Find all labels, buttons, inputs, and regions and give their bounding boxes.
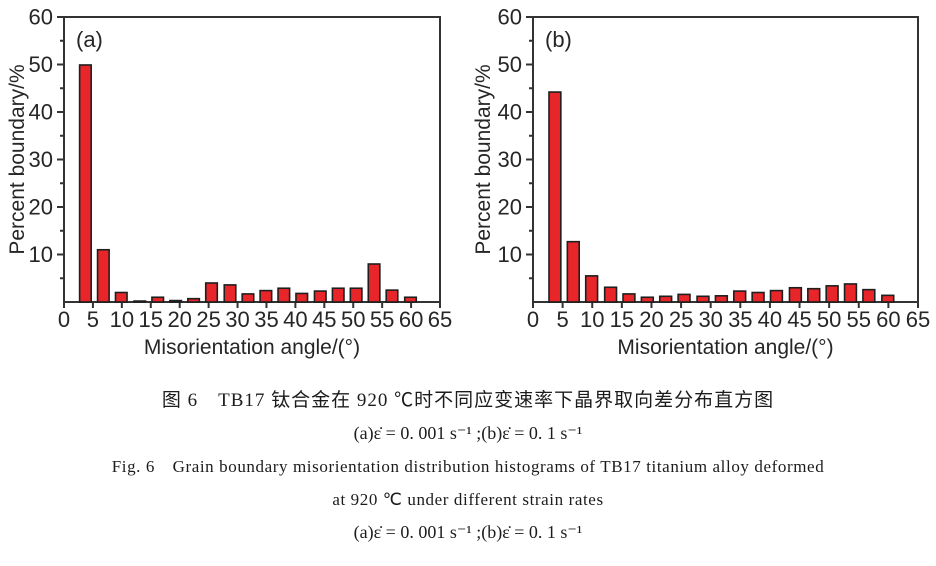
histogram-bar	[825, 285, 839, 303]
histogram-bar	[313, 290, 327, 303]
histogram-bar	[603, 286, 618, 303]
histogram-bar	[277, 287, 291, 303]
x-tick-label: 25	[196, 307, 220, 332]
plot-frame	[63, 16, 441, 303]
y-tick-label: 50	[498, 52, 522, 77]
x-tick-label: 50	[341, 307, 365, 332]
x-tick-label: 55	[370, 307, 394, 332]
x-tick-label: 0	[58, 307, 70, 332]
x-tick-label: 65	[906, 307, 930, 332]
histogram-bar	[78, 64, 92, 303]
caption-zh-conditions: (a)ε̇ = 0. 001 s⁻¹ ;(b)ε̇ = 0. 1 s⁻¹	[353, 423, 583, 443]
y-tick-label: 20	[29, 195, 53, 220]
x-tick-label: 35	[728, 307, 752, 332]
panel-label: (a)	[76, 27, 103, 52]
histogram-bar	[548, 91, 562, 303]
caption-en-line2: at 920 ℃ under different strain rates	[332, 490, 604, 509]
histogram-bar	[295, 292, 309, 303]
histogram-bar	[640, 296, 655, 303]
x-tick-label: 20	[639, 307, 663, 332]
y-tick-label: 40	[29, 100, 53, 125]
x-tick-label: 5	[556, 307, 568, 332]
histogram-bar	[622, 293, 636, 303]
x-tick-label: 30	[225, 307, 249, 332]
y-axis-title: Percent boundary/%	[6, 64, 29, 254]
x-tick-label: 60	[399, 307, 423, 332]
histogram-bar	[331, 287, 345, 303]
histogram-bar	[714, 295, 729, 303]
x-tick-label: 60	[876, 307, 900, 332]
x-tick-label: 40	[758, 307, 782, 332]
histogram-bar	[367, 263, 381, 303]
histogram-bar	[96, 248, 110, 303]
x-tick-label: 20	[167, 307, 191, 332]
histogram-bar	[403, 296, 418, 303]
x-axis-title: Misorientation angle/(°)	[617, 336, 833, 359]
histogram-bar	[696, 295, 710, 303]
x-tick-label: 5	[87, 307, 99, 332]
plot-frame	[532, 16, 919, 303]
x-axis-title: Misorientation angle/(°)	[144, 336, 360, 359]
histogram-bar	[204, 282, 219, 303]
y-tick-label: 30	[498, 147, 522, 172]
x-tick-label: 55	[847, 307, 871, 332]
histogram-bar	[385, 289, 399, 303]
x-tick-label: 35	[254, 307, 278, 332]
x-tick-label: 45	[312, 307, 336, 332]
histogram-bar	[241, 293, 255, 303]
y-tick-label: 60	[29, 5, 53, 30]
histogram-bar	[186, 297, 201, 303]
y-tick-label: 50	[29, 52, 53, 77]
caption-zh-title: 图 6 TB17 钛合金在 920 ℃时不同应变速率下晶界取向差分布直方图	[161, 390, 775, 411]
histogram-bar	[169, 299, 183, 303]
x-tick-label: 15	[139, 307, 163, 332]
histogram-bar	[151, 296, 165, 303]
histogram-bar	[584, 275, 599, 303]
caption-en-line1: Fig. 6 Grain boundary misorientation dis…	[111, 457, 825, 476]
y-tick-label: 10	[29, 242, 53, 267]
histogram-bar	[133, 300, 147, 303]
histogram-bar	[769, 289, 784, 303]
panel-label: (b)	[545, 27, 572, 52]
x-tick-label: 0	[527, 307, 539, 332]
x-tick-label: 10	[580, 307, 604, 332]
histogram-bar	[843, 283, 858, 303]
figure-panels: 10 20 30 40 50 60 0 5 10 15 20 25 30 35 40 45 50 55 60 65 (a…	[6, 5, 930, 360]
histogram-bar	[677, 293, 691, 303]
histogram-bar	[807, 287, 821, 303]
y-tick-label: 10	[498, 242, 522, 267]
histogram-bar	[751, 291, 765, 303]
x-tick-label: 65	[428, 307, 452, 332]
x-tick-label: 40	[283, 307, 307, 332]
y-tick-label: 20	[498, 195, 522, 220]
x-tick-label: 15	[610, 307, 634, 332]
histogram-bar	[658, 295, 673, 303]
x-tick-label: 45	[787, 307, 811, 332]
y-tick-label: 40	[498, 100, 522, 125]
y-axis-title: Percent boundary/%	[472, 64, 495, 254]
figure-caption: 图 6 TB17 钛合金在 920 ℃时不同应变速率下晶界取向差分布直方图 (a…	[0, 384, 936, 549]
histogram-bar	[259, 289, 273, 303]
histogram-bar	[566, 240, 580, 303]
y-tick-label: 60	[498, 5, 522, 30]
histogram-bar	[788, 286, 803, 303]
histogram-bar	[223, 284, 237, 303]
histogram-bar	[732, 290, 747, 303]
x-tick-label: 30	[698, 307, 722, 332]
histogram-bar	[114, 291, 128, 303]
x-tick-label: 10	[110, 307, 134, 332]
histogram-bar	[881, 294, 895, 303]
x-tick-label: 50	[817, 307, 841, 332]
x-tick-label: 25	[669, 307, 693, 332]
y-tick-label: 30	[29, 147, 53, 172]
caption-en-conditions: (a)ε̇ = 0. 001 s⁻¹ ;(b)ε̇ = 0. 1 s⁻¹	[353, 522, 583, 542]
histogram-bar	[349, 287, 363, 303]
histogram-bar	[862, 288, 876, 303]
